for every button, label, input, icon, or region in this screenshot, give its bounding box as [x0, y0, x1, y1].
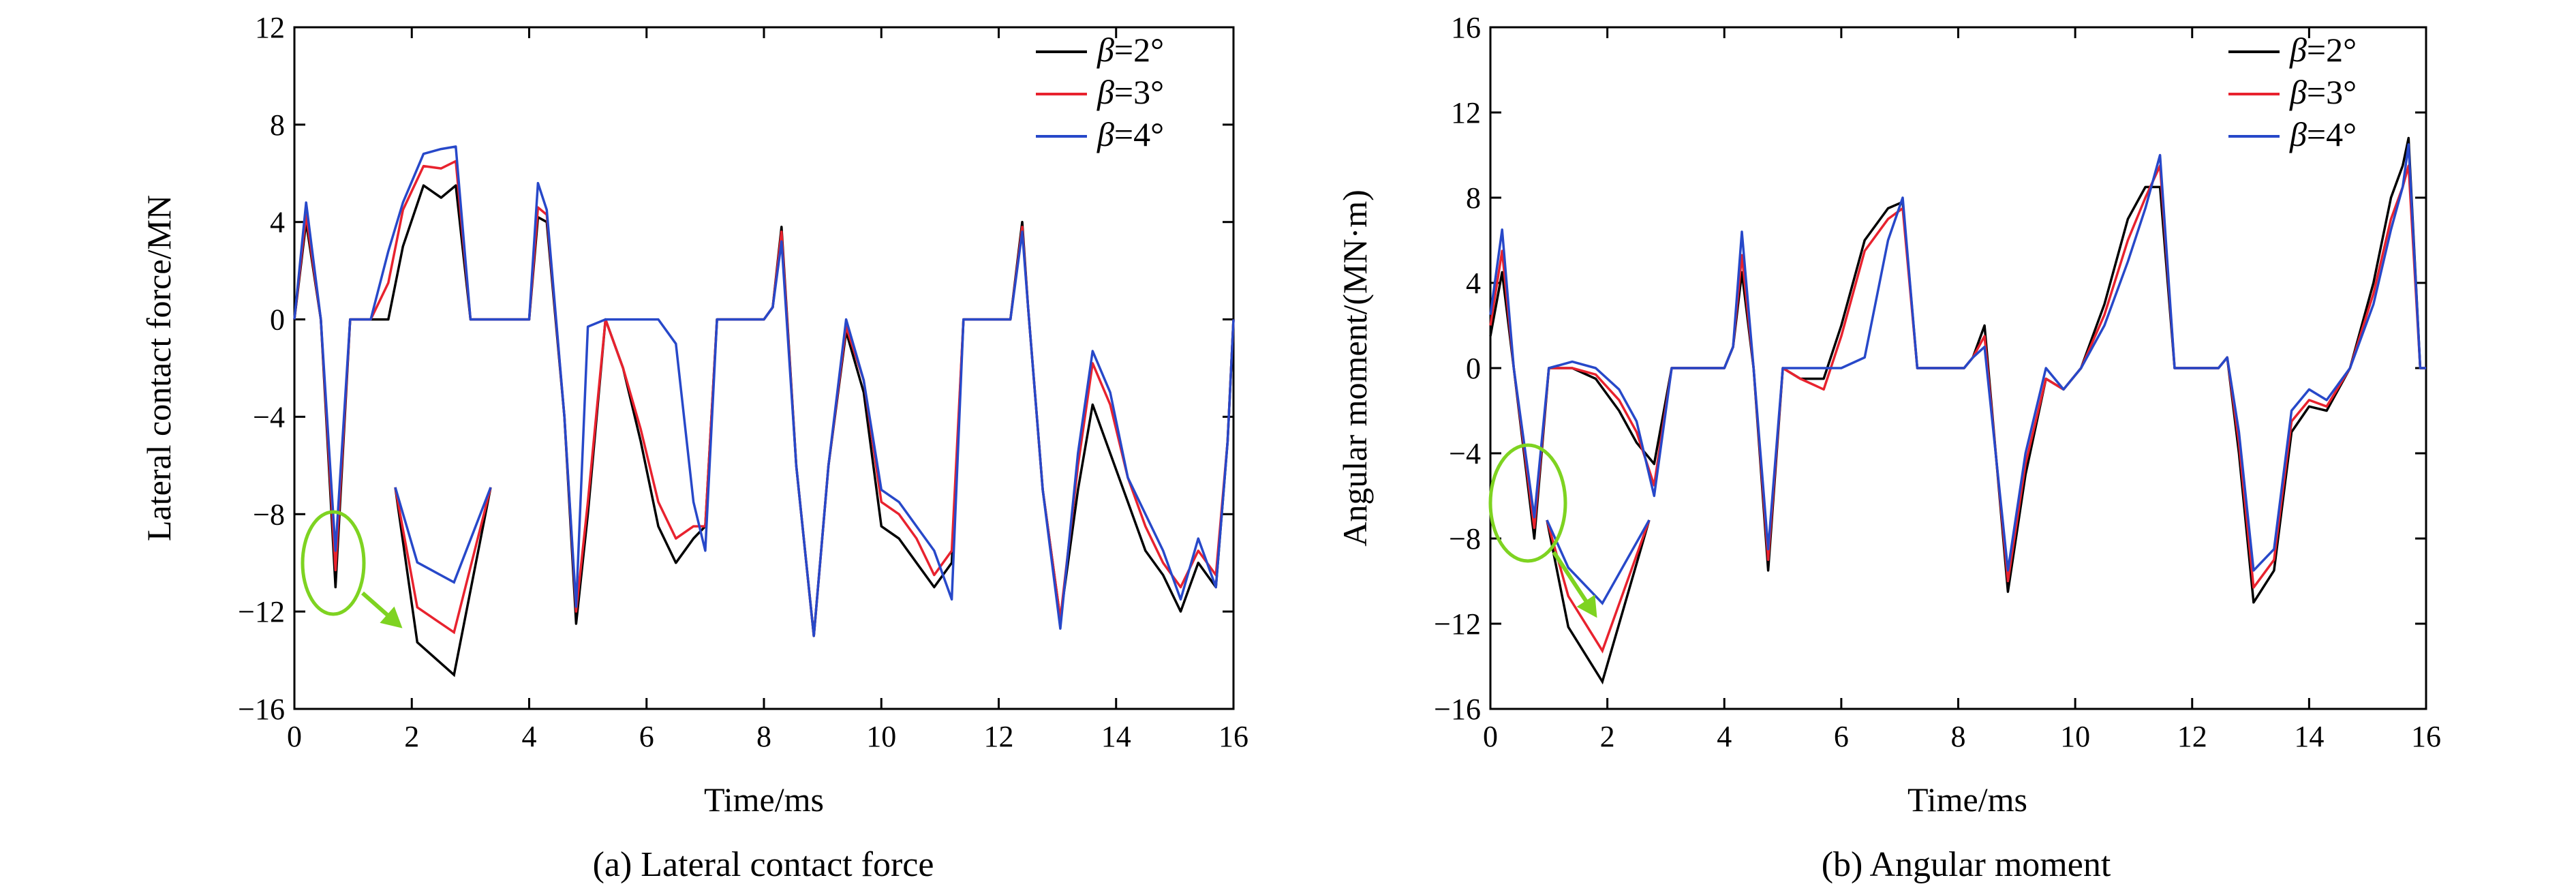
x-tick-label: 2: [404, 720, 419, 753]
inset-line-1: [394, 487, 492, 678]
x-tick-label: 0: [287, 720, 302, 753]
y-axis-label: Angular moment/(MN·m): [1336, 189, 1374, 547]
legend-label-2: β=3°: [2289, 73, 2357, 111]
y-tick-label: 12: [255, 11, 285, 44]
series-line-1: [293, 184, 1235, 637]
legend-label-2: β=3°: [1097, 73, 1164, 111]
y-tick-label: −12: [238, 595, 285, 628]
y-tick-label: −8: [1449, 522, 1481, 556]
series-line-1: [1489, 136, 2426, 604]
inset-line-2: [394, 487, 492, 635]
chart-caption: (b) Angular moment: [1822, 845, 2111, 884]
x-tick-label: 16: [1218, 720, 1248, 753]
y-tick-label: −4: [253, 400, 285, 434]
x-tick-label: 10: [2060, 720, 2090, 753]
y-tick-label: 8: [1466, 181, 1481, 215]
series-line-2: [1489, 164, 2426, 589]
x-tick-label: 8: [1951, 720, 1966, 753]
highlight-ellipse: [1488, 443, 1567, 563]
series-line-3: [1489, 143, 2426, 572]
legend-label-3: β=4°: [1097, 115, 1164, 153]
x-tick-label: 16: [2411, 720, 2441, 753]
y-tick-label: 0: [1466, 352, 1481, 385]
callout-arrow-head: [1576, 594, 1597, 618]
y-axis-label: Lateral contact force/MN: [140, 195, 178, 541]
chart-lateral-contact-force: (a) Lateral contact force Time/ms Latera…: [140, 11, 1248, 884]
x-tick-label: 8: [756, 720, 771, 753]
x-axis-label: Time/ms: [1907, 780, 2027, 819]
legend-label-1: β=2°: [2289, 31, 2357, 69]
y-tick-label: 16: [1451, 11, 1481, 44]
y-tick-label: −16: [238, 693, 285, 726]
y-tick-label: 12: [1451, 96, 1481, 130]
x-tick-label: 0: [1483, 720, 1498, 753]
legend-label-1: β=2°: [1097, 31, 1164, 69]
series-line-3: [293, 145, 1235, 637]
x-tick-label: 14: [2294, 720, 2324, 753]
x-tick-label: 4: [522, 720, 537, 753]
x-tick-label: 14: [1101, 720, 1131, 753]
highlight-ellipse: [301, 510, 366, 616]
inset-line-3: [1546, 519, 1651, 605]
inset-line-3: [394, 487, 492, 584]
x-tick-label: 2: [1600, 720, 1615, 753]
x-axis-label: Time/ms: [704, 780, 824, 819]
y-tick-label: 4: [270, 206, 285, 239]
y-tick-label: 0: [270, 303, 285, 337]
x-tick-label: 6: [639, 720, 654, 753]
legend-label-3: β=4°: [2289, 115, 2357, 153]
y-tick-label: −4: [1449, 437, 1481, 470]
inset-line-1: [1546, 519, 1651, 685]
x-tick-label: 10: [866, 720, 896, 753]
y-tick-label: 8: [270, 108, 285, 142]
x-tick-label: 12: [984, 720, 1014, 753]
y-tick-label: −16: [1434, 693, 1481, 726]
x-tick-label: 6: [1834, 720, 1849, 753]
x-tick-label: 12: [2177, 720, 2207, 753]
y-tick-label: −8: [253, 498, 285, 531]
y-tick-label: 4: [1466, 267, 1481, 300]
x-tick-label: 4: [1717, 720, 1732, 753]
series-line-2: [293, 160, 1235, 637]
y-tick-label: −12: [1434, 607, 1481, 641]
inset-line-2: [1546, 519, 1651, 654]
chart-caption: (a) Lateral contact force: [593, 845, 934, 884]
chart-angular-moment: (b) Angular moment Time/ms Angular momen…: [1336, 11, 2441, 884]
callout-arrow-head: [380, 606, 403, 628]
